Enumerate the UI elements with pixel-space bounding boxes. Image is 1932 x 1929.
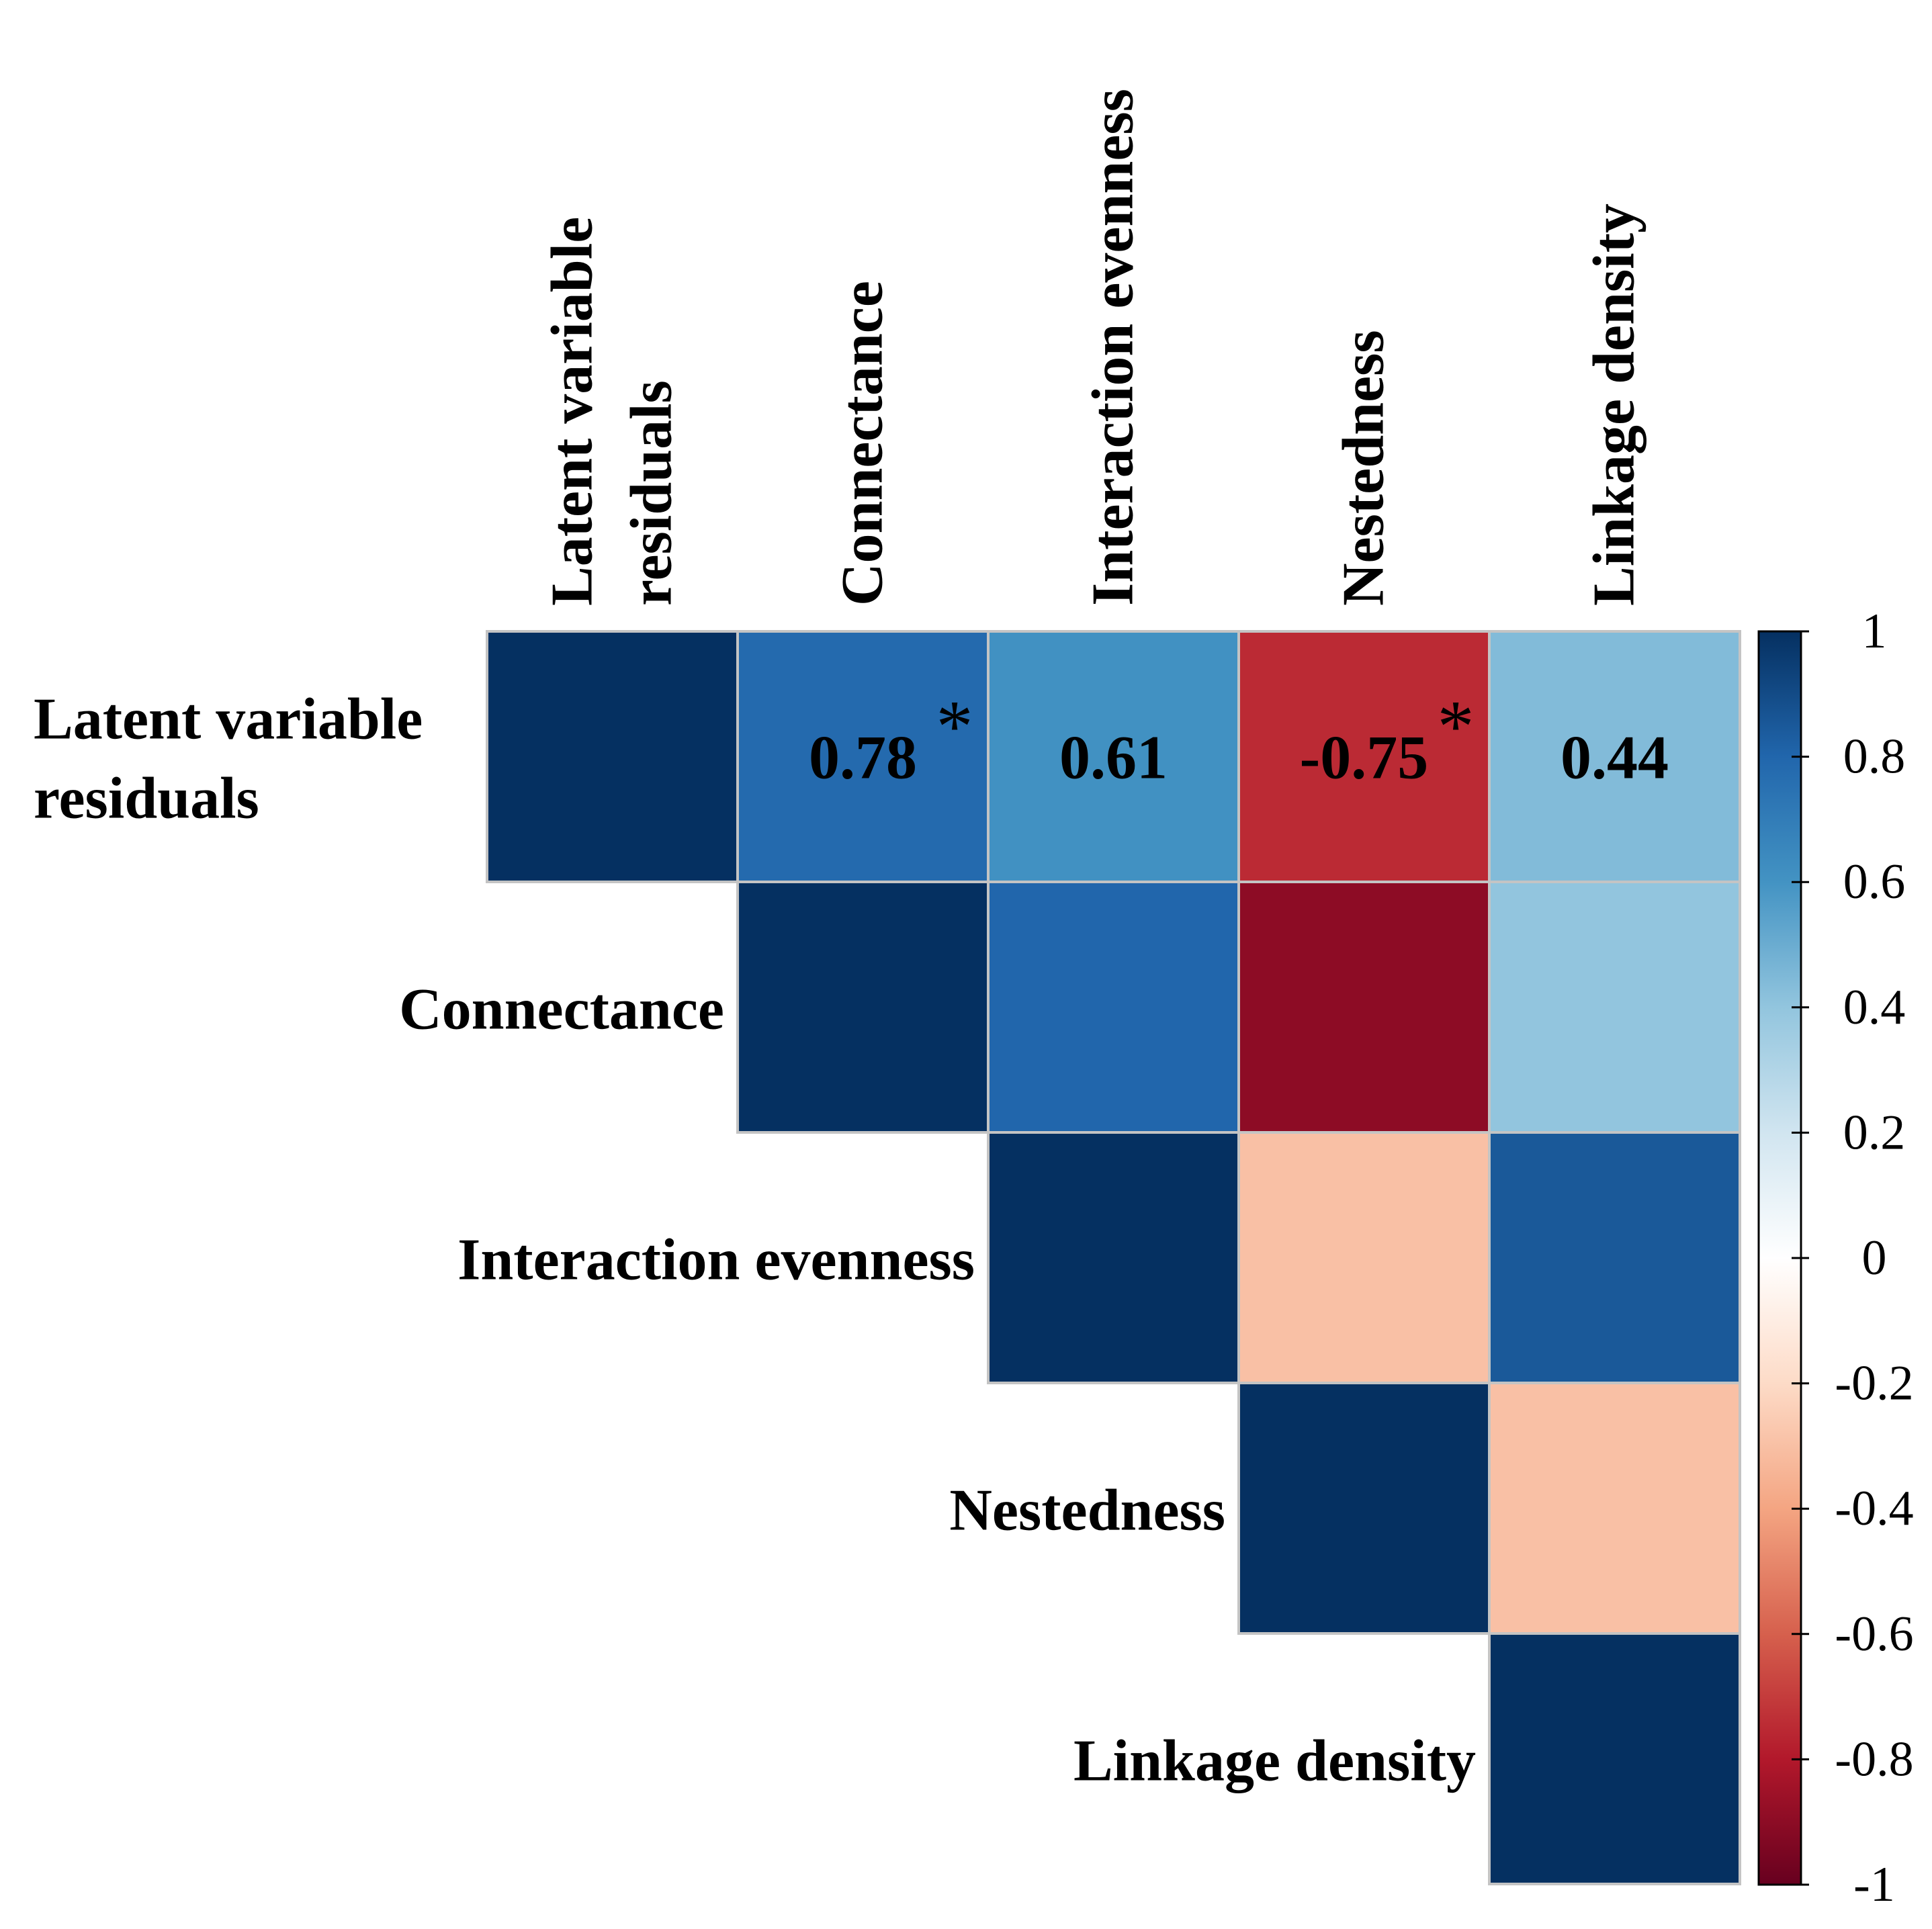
value-label: -0.75	[1300, 723, 1429, 792]
cell-r3-c4	[1488, 1382, 1741, 1635]
row-label: Latent variable	[34, 687, 423, 752]
row-label: residuals	[34, 766, 259, 832]
colorbar-tick-label: 0.2	[1843, 1105, 1906, 1160]
cell-r2-c2	[987, 1131, 1240, 1384]
cell-r1-c3	[1237, 881, 1491, 1134]
colorbar-tick-label: -0.4	[1835, 1481, 1913, 1536]
column-label: Linkage density	[1582, 204, 1647, 606]
cell-r2-c4	[1488, 1131, 1741, 1384]
correlation-values: 0.78 * 0.61 -0.75 * 0.44	[809, 686, 1669, 792]
colorbar-tick-label: -0.2	[1835, 1356, 1913, 1411]
colorbar-tick-label: -0.8	[1835, 1732, 1913, 1787]
row-labels: Latent variable residuals Connectance Inter…	[34, 687, 1476, 1794]
value-label: 0.44	[1561, 723, 1669, 792]
cell-r0-c4	[1488, 630, 1741, 883]
value-label: 0.61	[1059, 723, 1168, 792]
column-label: Latent variable	[540, 217, 605, 606]
colorbar-tick-label: 0	[1862, 1230, 1887, 1286]
significance-marker: *	[1438, 686, 1475, 768]
cell-r2-c3	[1237, 1131, 1491, 1384]
row-label: Linkage density	[1073, 1729, 1476, 1794]
colorbar-tick-label: -0.6	[1835, 1607, 1913, 1662]
cell-r0-c3	[1237, 630, 1491, 883]
column-labels: Latent variable residuals Connectance Inter…	[540, 89, 1647, 606]
cell-r0-c2	[987, 630, 1240, 883]
colorbar: 1 0.8 0.6 0.4 0.2 0 -0.2 -0.4 -0.6 -0.8 -1	[1757, 604, 1914, 1912]
colorbar-tick-label: -1	[1853, 1857, 1895, 1912]
column-label: Nestedness	[1331, 330, 1397, 606]
colorbar-tick-label: 0.4	[1843, 980, 1906, 1035]
column-label: Interaction evenness	[1081, 89, 1146, 606]
row-label: Connectance	[399, 977, 724, 1042]
significance-marker: *	[936, 686, 973, 768]
cell-r1-c4	[1488, 881, 1741, 1134]
colorbar-tick-label: 0.8	[1843, 729, 1906, 784]
cell-r1-c1	[736, 881, 990, 1134]
heatmap-cells	[486, 630, 1741, 1885]
cell-r3-c3	[1237, 1382, 1491, 1635]
row-label: Interaction evenness	[457, 1228, 975, 1293]
column-label: Connectance	[830, 281, 895, 606]
cell-r1-c2	[987, 881, 1240, 1134]
colorbar-tick-label: 0.6	[1843, 854, 1906, 909]
value-label: 0.78	[809, 723, 917, 792]
cell-r4-c4	[1488, 1632, 1741, 1885]
row-label: Nestedness	[949, 1478, 1225, 1543]
cell-r0-c0	[486, 630, 739, 883]
cell-r0-c1	[736, 630, 990, 883]
colorbar-tick-label: 1	[1862, 604, 1887, 659]
column-label: residuals	[619, 380, 685, 606]
